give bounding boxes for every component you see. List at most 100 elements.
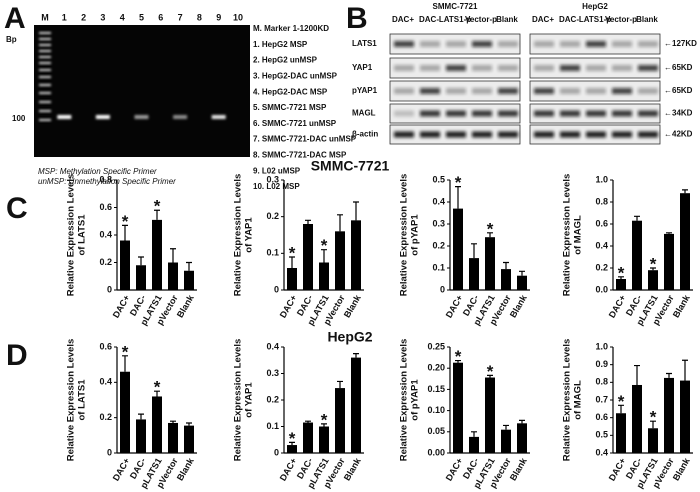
band: [534, 88, 554, 94]
y-tick-label: 0.6: [99, 202, 112, 212]
x-tick-label: DAC+: [278, 293, 299, 319]
error-bar: [519, 419, 525, 424]
y-tick-label: 1.0: [595, 174, 608, 184]
size-label: ←42KD: [664, 130, 693, 139]
error-bar: [138, 256, 144, 266]
x-tick-label: Blank: [671, 292, 692, 319]
bar: [184, 425, 194, 453]
band: [586, 88, 606, 94]
y-axis-title: Relative Expression Levels: [562, 339, 573, 462]
y-tick-label: 0.3: [266, 368, 279, 378]
error-bar: [353, 353, 359, 358]
ladder-band: [39, 62, 51, 64]
y-tick-label: 0.20: [427, 363, 445, 373]
marker-label: 100: [12, 114, 26, 123]
band: [560, 88, 580, 94]
panel-label: A: [4, 2, 26, 35]
band: [638, 41, 658, 47]
band: [394, 131, 414, 138]
error-bar: [618, 276, 624, 279]
legend-item: 4. HepG2-DAC MSP: [253, 87, 328, 96]
y-tick-label: 0: [274, 447, 279, 457]
legend-item: 5. SMMC-7721 MSP: [253, 103, 327, 112]
error-bar: [122, 355, 128, 372]
x-tick-label: Blank: [175, 292, 196, 319]
significance-star: *: [455, 347, 462, 366]
band: [560, 65, 580, 71]
y-tick-label: 0.4: [99, 377, 112, 387]
y-axis-title: Relative Expression Levels: [399, 339, 410, 462]
x-tick-label: DAC+: [111, 456, 132, 482]
legend-item: 1. HepG2 MSP: [253, 40, 308, 49]
band: [498, 88, 518, 94]
y-axis-title: Relative Expression Levels: [233, 174, 244, 297]
bar: [351, 220, 361, 290]
bar: [485, 377, 495, 453]
lane-label: 7: [178, 12, 183, 22]
y-tick-label: 0.2: [266, 211, 279, 221]
bar: [152, 396, 162, 453]
y-tick-label: 0.4: [432, 196, 445, 206]
bar: [319, 262, 329, 290]
pcr-band: [95, 115, 110, 119]
error-bar: [289, 441, 295, 446]
band: [420, 131, 440, 138]
ladder-band: [39, 119, 51, 121]
ladder-band: [39, 50, 51, 52]
y-axis-title: Relative Expression Levels: [562, 174, 573, 297]
band: [420, 41, 440, 47]
y-axis-title: Relative Expression Levels: [233, 339, 244, 462]
band: [472, 110, 492, 117]
significance-star: *: [321, 410, 328, 429]
y-tick-label: 0.1: [266, 248, 279, 258]
error-bar: [682, 359, 688, 381]
gel: [34, 25, 250, 157]
bar: [453, 362, 463, 453]
ladder-band: [39, 92, 51, 94]
lane-label: 10: [233, 12, 243, 22]
error-bar: [305, 219, 311, 224]
y-axis-title: of YAP1: [244, 382, 255, 418]
band: [638, 65, 658, 71]
bp-label: Bp: [6, 35, 17, 44]
band: [446, 110, 466, 117]
x-tick-label: DAC+: [444, 456, 465, 482]
bar: [648, 270, 658, 290]
y-tick-label: 0.5: [432, 174, 445, 184]
error-bar: [186, 261, 192, 271]
bar: [335, 388, 345, 453]
error-bar: [321, 249, 327, 263]
error-bar: [503, 424, 509, 430]
band: [394, 41, 414, 47]
bar: [664, 377, 674, 453]
panel-label: B: [346, 2, 368, 35]
band: [534, 131, 554, 138]
error-bar: [154, 390, 160, 397]
y-axis-title: of pYAP1: [410, 214, 421, 256]
error-bar: [650, 420, 656, 429]
bar: [664, 233, 674, 290]
significance-star: *: [154, 197, 161, 216]
band: [560, 110, 580, 117]
x-tick-label: Blank: [508, 455, 529, 482]
error-bar: [337, 214, 343, 232]
y-tick-label: 1.0: [595, 341, 608, 351]
y-axis-title: of YAP1: [244, 217, 255, 253]
significance-star: *: [289, 243, 296, 262]
error-bar: [487, 232, 493, 238]
size-label: ←65KD: [664, 63, 693, 72]
y-tick-label: 0.8: [595, 196, 608, 206]
x-tick-label: Blank: [342, 292, 363, 319]
error-bar: [519, 270, 525, 276]
significance-star: *: [650, 408, 657, 427]
bar: [453, 208, 463, 290]
bar: [120, 240, 130, 290]
band: [446, 131, 466, 138]
significance-star: *: [321, 236, 328, 255]
y-tick-label: 0.7: [595, 394, 608, 404]
lane-label: Vector-p: [465, 15, 497, 24]
error-bar: [618, 404, 624, 414]
y-tick-label: 0.4: [266, 341, 279, 351]
y-tick-label: 0.1: [432, 262, 445, 272]
